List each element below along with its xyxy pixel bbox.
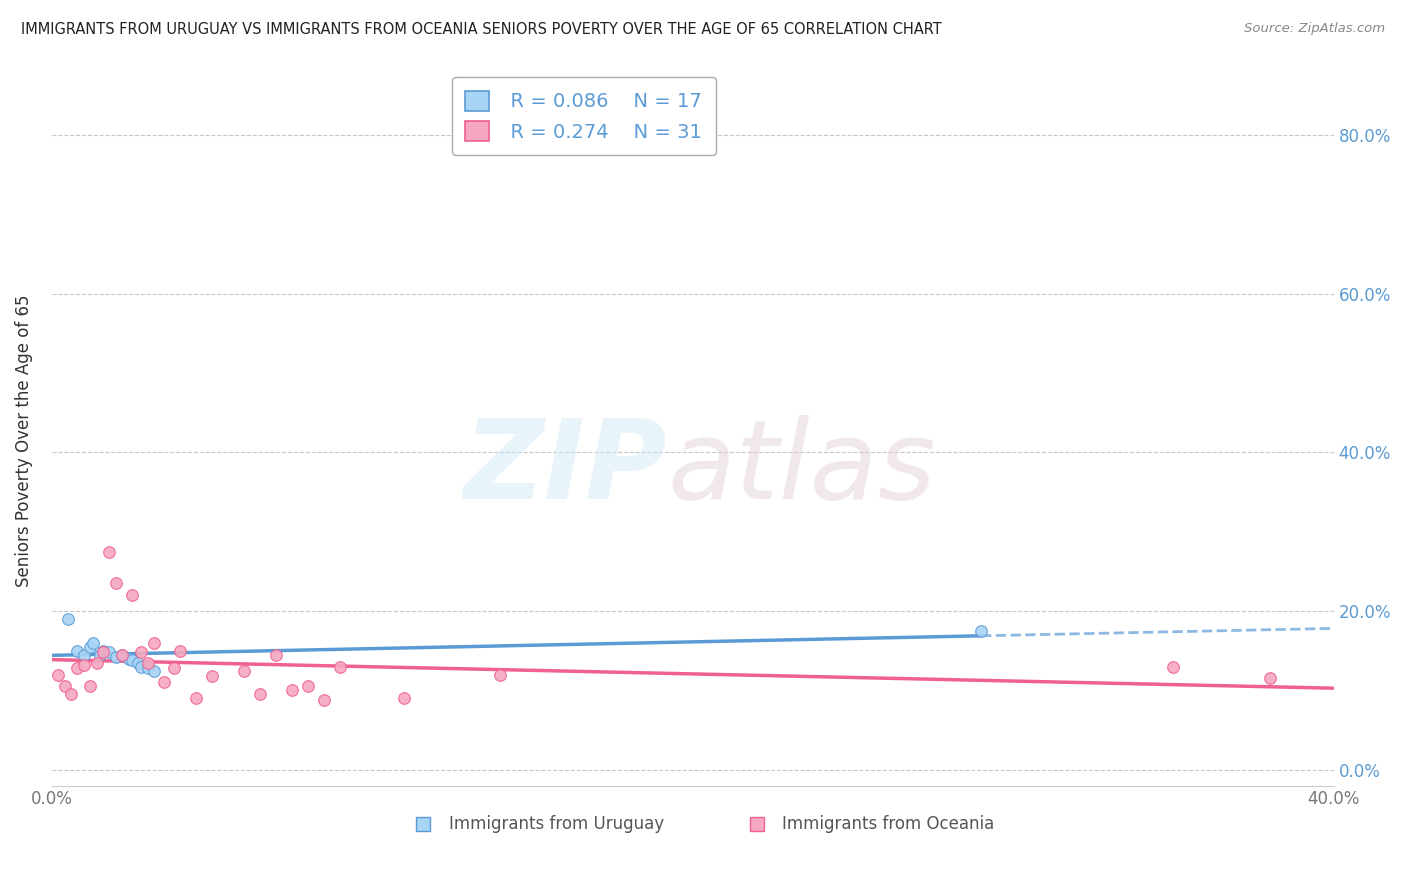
Point xyxy=(233,664,256,678)
Point xyxy=(121,653,143,667)
Text: IMMIGRANTS FROM URUGUAY VS IMMIGRANTS FROM OCEANIA SENIORS POVERTY OVER THE AGE : IMMIGRANTS FROM URUGUAY VS IMMIGRANTS FR… xyxy=(21,22,942,37)
Point xyxy=(1258,672,1281,686)
Point xyxy=(249,687,271,701)
Point xyxy=(98,645,121,659)
Point xyxy=(121,588,143,602)
Text: Source: ZipAtlas.com: Source: ZipAtlas.com xyxy=(1244,22,1385,36)
Point xyxy=(297,680,319,694)
Point xyxy=(66,661,89,675)
Point xyxy=(111,648,134,662)
Point xyxy=(46,667,69,681)
Text: ZIP: ZIP xyxy=(464,415,666,522)
Point xyxy=(136,656,159,670)
Point xyxy=(184,691,207,706)
Point xyxy=(89,648,111,662)
Point xyxy=(79,640,101,654)
Point xyxy=(169,643,191,657)
Point xyxy=(162,661,184,675)
Text: Immigrants from Uruguay: Immigrants from Uruguay xyxy=(449,814,664,832)
Point xyxy=(91,643,114,657)
Point xyxy=(111,648,134,662)
Point xyxy=(53,680,76,694)
Point xyxy=(73,648,96,662)
Point xyxy=(82,636,104,650)
Legend:   R = 0.086    N = 17,   R = 0.274    N = 31: R = 0.086 N = 17, R = 0.274 N = 31 xyxy=(451,78,716,155)
Point xyxy=(86,656,108,670)
Point xyxy=(264,648,287,662)
Point xyxy=(131,645,153,659)
Point xyxy=(314,693,336,707)
Point xyxy=(329,659,352,673)
Point xyxy=(98,544,121,558)
Point xyxy=(118,651,141,665)
Point xyxy=(394,691,416,706)
Point xyxy=(104,650,127,665)
Point xyxy=(143,636,166,650)
Point xyxy=(91,645,114,659)
Point xyxy=(127,656,149,670)
Point xyxy=(104,576,127,591)
Point xyxy=(73,658,96,673)
Point xyxy=(66,643,89,657)
Point xyxy=(136,661,159,675)
Text: atlas: atlas xyxy=(666,415,935,522)
Y-axis label: Seniors Poverty Over the Age of 65: Seniors Poverty Over the Age of 65 xyxy=(15,294,32,587)
Point xyxy=(201,669,224,683)
Point xyxy=(153,675,176,690)
Point xyxy=(143,664,166,678)
Point xyxy=(970,624,993,638)
Point xyxy=(56,612,79,626)
Point xyxy=(281,683,304,698)
Point xyxy=(1163,659,1185,673)
Point xyxy=(59,687,82,701)
Point xyxy=(489,667,512,681)
Point xyxy=(79,680,101,694)
Text: Immigrants from Oceania: Immigrants from Oceania xyxy=(782,814,994,832)
Point xyxy=(131,659,153,673)
